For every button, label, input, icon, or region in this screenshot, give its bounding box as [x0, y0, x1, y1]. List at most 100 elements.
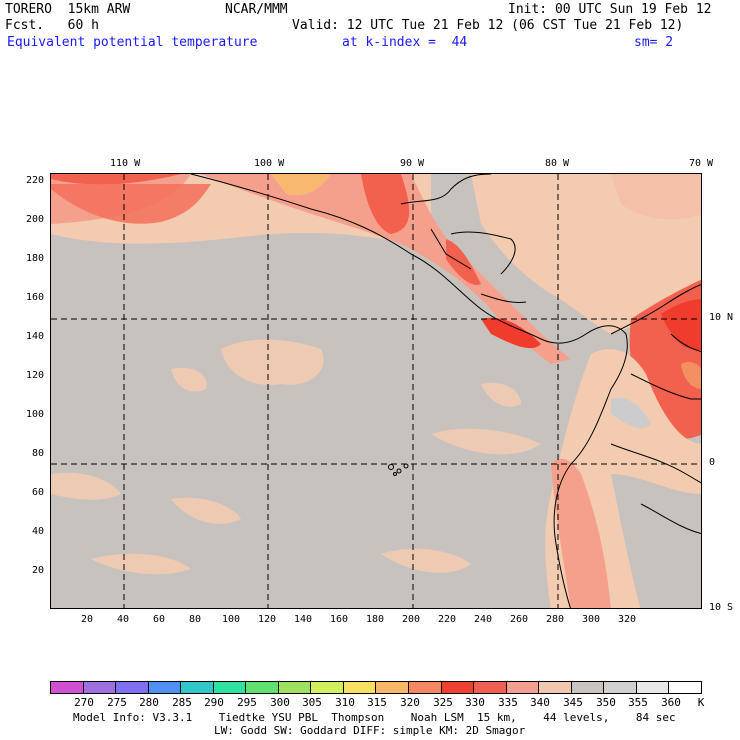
ocean-warm-patch [481, 382, 521, 407]
x-tick: 180 [366, 614, 385, 625]
colorbar-label: 285 [172, 696, 192, 709]
x-tick: 280 [546, 614, 565, 625]
colorbar-label: 310 [335, 696, 355, 709]
x-tick: 240 [474, 614, 493, 625]
lon-label-100w: 100 W [254, 158, 285, 169]
colorbar-label: 355 [628, 696, 648, 709]
colorbar-label: 275 [107, 696, 127, 709]
y-tick: 40 [31, 526, 44, 537]
x-tick: 320 [618, 614, 637, 625]
y-tick: 80 [31, 448, 44, 459]
colorbar-label: 360 [661, 696, 681, 709]
x-tick: 300 [582, 614, 601, 625]
center-name: NCAR/MMM [225, 2, 288, 17]
x-tick: 20 [81, 614, 94, 625]
colorbar-label: 325 [433, 696, 453, 709]
colombia-orange-patch [681, 362, 701, 389]
colorbar-swatch [441, 682, 475, 693]
colorbar-swatch [604, 682, 637, 693]
colorbar-swatch [246, 682, 279, 693]
mexico-yellow-patch [271, 174, 331, 196]
k-index: at k-index = 44 [342, 35, 468, 50]
ocean-warm-patch [171, 367, 207, 392]
ocean-warm-patch [381, 548, 471, 573]
colorbar-swatch [409, 682, 442, 693]
venezuela-bright-red [661, 299, 701, 350]
physics-info: LW: Godd SW: Goddard DIFF: simple KM: 2D… [214, 724, 526, 737]
colorbar-swatch [474, 682, 507, 693]
amazon-grey [611, 474, 701, 608]
init-time: Init: 00 UTC Sun 19 Feb 12 [508, 2, 712, 17]
colorbar-swatch [148, 682, 182, 693]
x-tick: 100 [222, 614, 241, 625]
x-tick: 160 [330, 614, 349, 625]
x-tick: 260 [510, 614, 529, 625]
y-tick: 200 [25, 214, 44, 225]
smoothing: sm= 2 [634, 35, 674, 50]
x-tick: 80 [189, 614, 202, 625]
coastline-yucatan [400, 174, 492, 205]
map-svg [51, 174, 701, 608]
colorbar-label: 300 [270, 696, 290, 709]
model-info: Model Info: V3.3.1 Tiedtke YSU PBL Thomp… [73, 711, 676, 724]
colorbar-label: 270 [74, 696, 94, 709]
border-peru-brazil [640, 503, 701, 534]
honduras-red [446, 239, 481, 285]
colorbar-swatch [636, 682, 670, 693]
colorbar-swatch [83, 682, 117, 693]
field-name: Equivalent potential temperature [7, 35, 258, 50]
lon-label-70w: 70 W [689, 158, 714, 169]
x-tick: 140 [294, 614, 313, 625]
colorbar-swatch [539, 682, 572, 693]
colorbar [50, 681, 702, 694]
ocean-warm-patch [91, 553, 191, 575]
colorbar-swatch [278, 682, 312, 693]
colorbar-label: 320 [400, 696, 420, 709]
colorbar-label: 330 [465, 696, 485, 709]
model-title: TORERO 15km ARW [5, 2, 131, 17]
colorbar-swatch [311, 682, 344, 693]
colorbar-label: 335 [498, 696, 518, 709]
y-tick: 20 [31, 565, 44, 576]
lon-label-110w: 110 W [110, 158, 141, 169]
border-ecuador-peru [610, 443, 701, 484]
coastline-pacific [190, 174, 628, 608]
colorbar-swatch [669, 682, 701, 693]
andes-salmon [551, 458, 611, 608]
northern-red-patch [51, 184, 211, 224]
galapagos-island [393, 472, 397, 476]
colorbar-label: 350 [596, 696, 616, 709]
colorbar-swatch [343, 682, 377, 693]
caribbean-warm-ne [611, 174, 701, 220]
ocean-warm-patch [171, 497, 241, 524]
colorbar-label: 305 [302, 696, 322, 709]
coastline-caribbean-sa [610, 284, 701, 335]
colorbar-swatch [376, 682, 410, 693]
y-tick: 100 [25, 409, 44, 420]
lat-label-0: 0 [709, 457, 716, 468]
lat-label-10n: 10 N [709, 312, 734, 323]
colorbar-swatch [181, 682, 214, 693]
colorbar-label: 345 [563, 696, 583, 709]
theta-e-map [50, 173, 702, 609]
lake-maracaibo-coast [670, 333, 701, 352]
colorbar-label: 290 [204, 696, 224, 709]
southern-mexico-red [361, 174, 410, 234]
colorbar-label: 340 [530, 696, 550, 709]
colorbar-label: 295 [237, 696, 257, 709]
y-tick: 180 [25, 253, 44, 264]
colorbar-label: 315 [367, 696, 387, 709]
x-tick: 40 [117, 614, 130, 625]
x-tick: 220 [438, 614, 457, 625]
lat-label-10s: 10 S [709, 602, 734, 613]
y-tick: 140 [25, 331, 44, 342]
colorbar-unit: K [697, 696, 705, 709]
galapagos-island [396, 468, 402, 474]
colorbar-label: 280 [139, 696, 159, 709]
border-nicaragua [480, 293, 527, 303]
ocean-warm-patch [221, 339, 324, 385]
forecast-hour: Fcst. 60 h [5, 18, 99, 33]
lon-label-90w: 90 W [400, 158, 425, 169]
y-tick: 220 [25, 175, 44, 186]
x-tick: 120 [258, 614, 277, 625]
